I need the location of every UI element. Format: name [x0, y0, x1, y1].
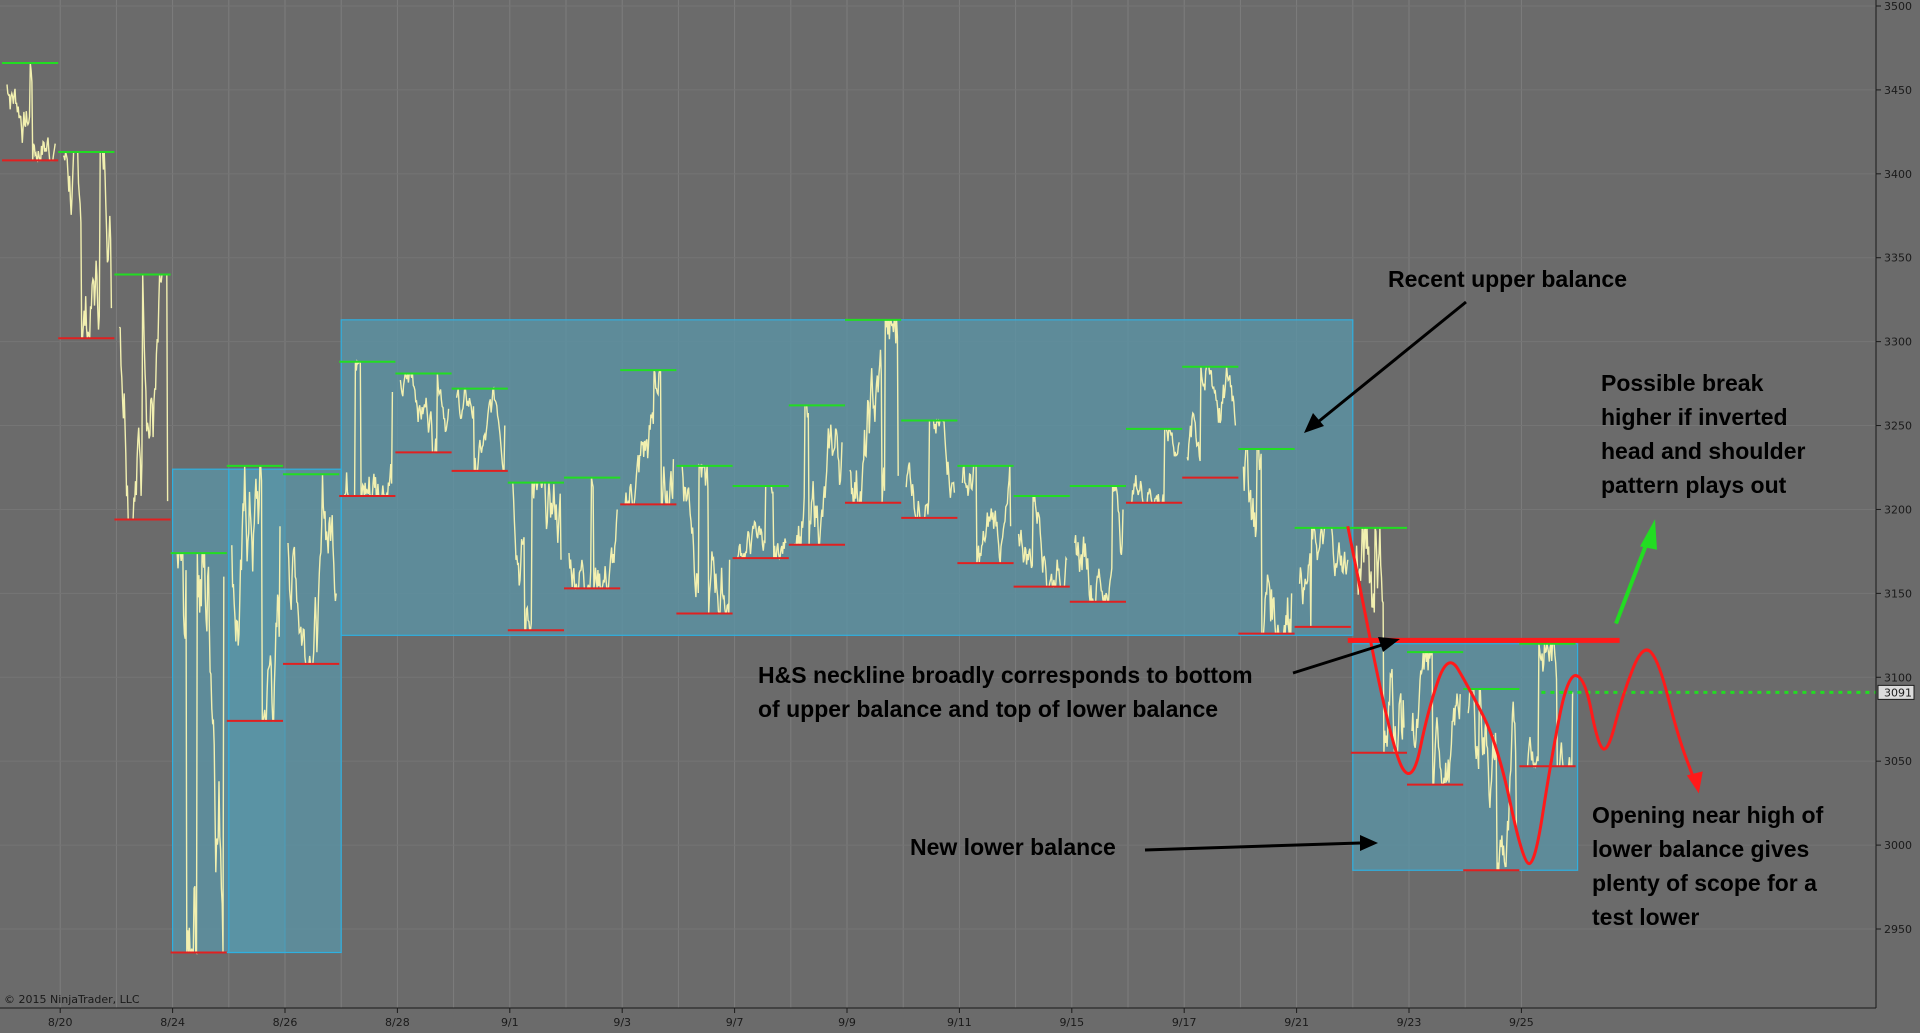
down-arrow-head	[1686, 771, 1703, 794]
price-line-9/4	[680, 463, 731, 615]
annotation-test-lower-line-1: Opening near high of	[1592, 802, 1824, 828]
arrow-neckline-head	[1378, 637, 1400, 652]
price-line-8/24	[175, 552, 225, 955]
balance-zone-lower-balance-left-2	[228, 468, 342, 954]
annotation-break-higher-line-3: head and shoulder	[1601, 438, 1806, 464]
copyright-text: © 2015 NinjaTrader, LLC	[4, 993, 140, 1006]
y-tick-label: 3050	[1884, 755, 1912, 768]
up-arrow-shaft	[1614, 538, 1650, 625]
x-tick-label: 9/15	[1059, 1016, 1084, 1029]
annotation-recent-upper-balance: Recent upper balance	[1388, 266, 1627, 292]
balance-zone-new-lower-balance	[1352, 643, 1579, 871]
inverted-head-shoulders-curve	[1346, 525, 1697, 866]
y-tick-label: 3000	[1884, 839, 1912, 852]
price-line-8/20	[6, 63, 56, 163]
arrow-upper-balance	[1317, 300, 1467, 424]
price-line-9/16	[1131, 428, 1180, 504]
annotation-new-lower-balance: New lower balance	[910, 834, 1116, 860]
up-arrow-head	[1640, 519, 1657, 550]
price-line-9/17	[1186, 366, 1237, 462]
x-tick-label: 9/21	[1284, 1016, 1309, 1029]
x-tick-label: 8/26	[273, 1016, 298, 1029]
annotation-neckline-line-2: of upper balance and top of lower balanc…	[758, 696, 1218, 722]
y-tick-label: 3350	[1884, 252, 1912, 265]
annotation-neckline-line-1: H&S neckline broadly corresponds to bott…	[758, 662, 1253, 688]
arrow-upper-balance-head	[1304, 413, 1324, 433]
y-tick-label: 3150	[1884, 587, 1912, 600]
price-line-9/15	[1074, 485, 1124, 603]
arrow-lower-balance	[1144, 841, 1361, 852]
x-tick-label: 9/11	[947, 1016, 972, 1029]
y-tick-label: 3500	[1884, 0, 1912, 13]
annotation-break-higher-line-1: Possible break	[1601, 370, 1764, 396]
session-levels	[2, 62, 1576, 954]
x-tick-label: 8/24	[160, 1016, 185, 1029]
x-tick-label: 9/17	[1172, 1016, 1197, 1029]
price-line-9/24	[1467, 688, 1518, 871]
y-tick-label: 3300	[1884, 336, 1912, 349]
y-tick-label: 3450	[1884, 84, 1912, 97]
current-price-tag-label: 3091	[1884, 686, 1912, 699]
x-tick-label: 9/1	[501, 1016, 519, 1029]
y-tick-label: 3200	[1884, 503, 1912, 516]
annotation-break-higher-line-2: higher if inverted	[1601, 404, 1788, 430]
y-tick-label: 2950	[1884, 923, 1912, 936]
x-tick-label: 9/9	[838, 1016, 856, 1029]
annotation-break-higher-line-4: pattern plays out	[1601, 472, 1787, 498]
price-line-9/23	[1411, 651, 1461, 786]
y-tick-label: 3250	[1884, 420, 1912, 433]
x-tick-label: 9/7	[726, 1016, 744, 1029]
annotation-test-lower-line-4: test lower	[1592, 904, 1699, 930]
arrow-lower-balance-head	[1360, 835, 1378, 851]
x-tick-label: 9/23	[1397, 1016, 1422, 1029]
current-price-tag	[1877, 684, 1915, 700]
annotations: Recent upper balance Possible break high…	[758, 266, 1824, 930]
price-line-9/21	[1298, 527, 1349, 627]
y-tick-label: 3400	[1884, 168, 1912, 181]
annotation-arrows	[1144, 300, 1467, 852]
x-tick-label: 8/28	[385, 1016, 410, 1029]
annotation-test-lower-line-3: plenty of scope for a	[1592, 870, 1817, 896]
price-line-8/25	[231, 465, 281, 722]
price-line-9/11	[961, 465, 1012, 564]
price-line-9/1	[512, 481, 562, 631]
x-tick-label: 8/20	[48, 1016, 73, 1029]
x-tick-label: 9/3	[613, 1016, 631, 1029]
y-tick-label: 3100	[1884, 671, 1912, 684]
x-tick-label: 9/25	[1509, 1016, 1534, 1029]
arrow-neckline	[1292, 642, 1386, 675]
price-line-8/28	[399, 372, 450, 454]
price-line-9/14	[1017, 495, 1068, 588]
price-line-9/8	[793, 404, 843, 546]
annotation-test-lower-line-2: lower balance gives	[1592, 836, 1809, 862]
price-line-9/7	[736, 485, 787, 561]
